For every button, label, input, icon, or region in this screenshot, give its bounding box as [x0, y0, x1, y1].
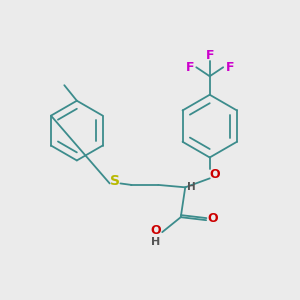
Text: F: F [185, 61, 194, 74]
Text: F: F [206, 49, 214, 62]
Text: O: O [150, 224, 161, 237]
Text: H: H [151, 237, 160, 247]
Text: S: S [110, 174, 120, 188]
Text: H: H [188, 182, 196, 192]
Text: O: O [207, 212, 218, 225]
Text: F: F [226, 61, 234, 74]
Text: O: O [209, 168, 220, 181]
